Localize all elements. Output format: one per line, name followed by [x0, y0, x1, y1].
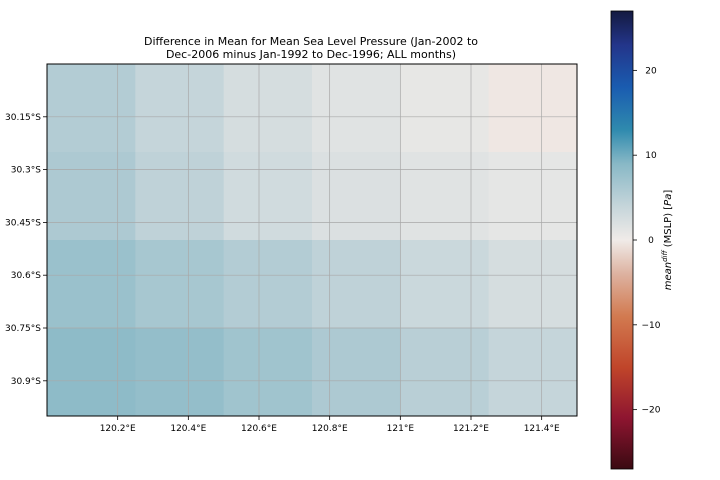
colorbar-tick-label: 0: [648, 236, 654, 246]
colorbar: [610, 10, 634, 470]
plot-frame: [46, 63, 578, 417]
colorbar-label: meandiff (MSLP) [Pa]: [661, 190, 674, 291]
chart-title: Difference in Mean for Mean Sea Level Pr…: [144, 35, 478, 61]
heatmap-cell: [223, 152, 313, 241]
heatmap-cell: [488, 152, 578, 241]
y-axis: 30.15°S 30.3°S 30.45°S 30.6°S 30.75°S 30.9°S: [5, 113, 47, 387]
y-tick-label: 30.15°S: [5, 113, 41, 123]
heatmap-cell: [400, 64, 490, 153]
heatmap-cell: [488, 328, 578, 417]
heatmap-cell: [47, 152, 136, 241]
y-tick-label: 30.3°S: [11, 166, 42, 176]
heatmap-cell: [47, 64, 136, 153]
heatmap-cell: [135, 328, 225, 417]
colorbar-tick-label: −20: [642, 406, 661, 416]
y-tick-label: 30.9°S: [11, 377, 42, 387]
x-axis: 120.2°E 120.4°E 120.6°E 120.8°E 121°E 121.2°E…: [100, 416, 560, 434]
heatmap-cell: [47, 328, 136, 417]
heatmap-cells: [47, 64, 578, 417]
heatmap-cell: [400, 328, 490, 417]
heatmap-cell: [312, 152, 401, 241]
x-tick-label: 120.2°E: [100, 424, 136, 434]
heatmap-cell: [488, 240, 578, 329]
y-tick-label: 30.6°S: [11, 271, 42, 281]
heatmap-cell: [488, 64, 578, 153]
heatmap-cell: [312, 240, 401, 329]
colorbar-tick-label: 10: [645, 151, 657, 161]
colorbar-ticks: 20 10 0 −10 −20: [633, 66, 661, 416]
heatmap-cell: [312, 64, 401, 153]
x-tick-label: 120.4°E: [170, 424, 206, 434]
colorbar-tick-label: −10: [642, 321, 661, 331]
heatmap-cell: [223, 240, 313, 329]
heatmap-cell: [400, 240, 490, 329]
y-tick-label: 30.75°S: [5, 324, 41, 334]
chart-title-line-2: Dec-2006 minus Jan-1992 to Dec-1996; ALL…: [166, 48, 456, 61]
heatmap-cell: [47, 240, 136, 329]
heatmap-cell: [135, 240, 225, 329]
heatmap-cell: [312, 328, 401, 417]
heatmap-cell: [223, 328, 313, 417]
x-tick-label: 121.4°E: [524, 424, 560, 434]
x-tick-label: 121.2°E: [453, 424, 489, 434]
heatmap-cell: [135, 64, 225, 153]
colorbar-tick-label: 20: [645, 66, 657, 76]
heatmap-cell: [135, 152, 225, 241]
chart-title-line-1: Difference in Mean for Mean Sea Level Pr…: [144, 35, 478, 48]
grid-lines: [47, 64, 577, 416]
heatmap-cell: [400, 152, 490, 241]
x-tick-label: 120.8°E: [312, 424, 348, 434]
x-tick-label: 121°E: [387, 424, 415, 434]
heatmap-cell: [223, 64, 313, 153]
x-tick-label: 120.6°E: [241, 424, 277, 434]
y-tick-label: 30.45°S: [5, 218, 41, 228]
